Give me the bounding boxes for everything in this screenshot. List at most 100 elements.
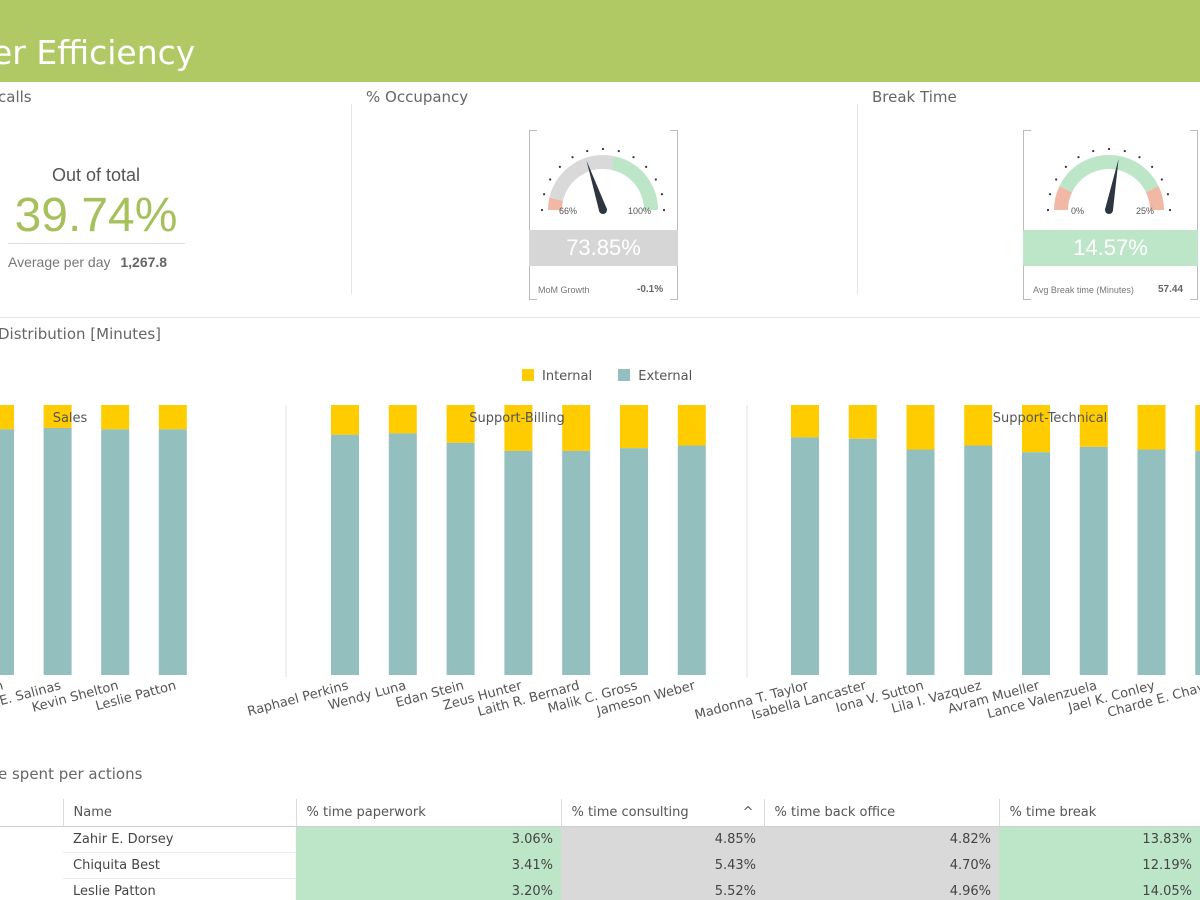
bar-internal[interactable] (101, 405, 130, 430)
bar-external[interactable] (620, 448, 648, 675)
group-label: Support-Billing (469, 411, 564, 426)
bar-external[interactable] (43, 427, 72, 675)
occupancy-gauge: 66% 100% 73.85% MoM Growth -0.1% (529, 130, 678, 302)
gauge-tick (1107, 147, 1111, 151)
bar-internal[interactable] (0, 405, 14, 430)
gauge-value-box: 73.85% (529, 230, 678, 266)
group-label: Sales (53, 411, 88, 426)
group-label: Support-Technical (993, 411, 1108, 426)
cell-backoffice: 4.82% (764, 826, 999, 852)
cell-break: 13.83% (999, 826, 1200, 852)
cell-backoffice: 4.70% (764, 852, 999, 878)
gauge-tick (549, 178, 552, 181)
cell-paperwork: 3.06% (296, 826, 561, 852)
bar-internal[interactable] (620, 405, 648, 449)
bar-external[interactable] (677, 445, 706, 676)
gauge-tick (1138, 156, 1141, 159)
gauge-tick (1168, 208, 1172, 212)
cell-consulting: 5.52% (561, 878, 764, 900)
gauge-footer-value: 57.44 (1158, 284, 1184, 295)
bar-external[interactable] (504, 450, 533, 675)
bar-external[interactable] (906, 449, 935, 675)
cell-backoffice: 4.96% (764, 878, 999, 900)
table-row[interactable]: Chiquita Best 3.41% 5.43% 4.70% 12.19% (0, 852, 1200, 879)
bar-external[interactable] (1195, 450, 1200, 675)
bar-external[interactable] (1022, 452, 1050, 675)
bar-internal[interactable] (158, 405, 187, 430)
bar-external[interactable] (158, 429, 187, 675)
gauge-zone-mid (1059, 155, 1159, 193)
table-row[interactable]: Leslie Patton 3.20% 5.52% 4.96% 14.05% (0, 878, 1200, 900)
kpi-separator (8, 243, 185, 244)
bar-internal[interactable] (964, 405, 993, 446)
bar-external[interactable] (964, 445, 993, 676)
bar-internal[interactable] (43, 405, 72, 428)
gauge-zone-high (610, 156, 658, 211)
chart-legend: Internal External (522, 369, 714, 384)
table-panel-title: e spent per actions (0, 765, 143, 783)
bar-external[interactable] (848, 438, 877, 675)
bar-internal[interactable] (1079, 405, 1108, 447)
gauge-dial (1046, 147, 1172, 214)
bar-external[interactable] (1079, 446, 1108, 675)
bar-internal[interactable] (331, 405, 359, 435)
column-header-backoffice[interactable]: % time back office (764, 799, 1000, 827)
bar-external[interactable] (562, 450, 591, 675)
bar-internal[interactable] (677, 405, 706, 446)
column-header-name[interactable]: Name (63, 799, 297, 827)
bar-internal[interactable] (1022, 405, 1050, 453)
bar-internal[interactable] (388, 405, 417, 434)
bar-internal[interactable] (562, 405, 591, 451)
bar-external[interactable] (388, 433, 417, 675)
gauge-needle-hub (599, 206, 607, 214)
bar-internal[interactable] (446, 405, 475, 443)
gauge-frame-right (670, 130, 678, 300)
bar-internal[interactable] (848, 405, 877, 439)
gauge-tick (1055, 178, 1058, 181)
gauge-tick (617, 149, 620, 153)
gauge-tick (1046, 208, 1050, 212)
sort-ascending-icon[interactable]: ^ (742, 804, 754, 820)
bar-internal[interactable] (1137, 405, 1166, 450)
bar-external[interactable] (446, 442, 475, 675)
column-header-consulting[interactable]: % time consulting ^ (561, 799, 765, 827)
gauge-tick (662, 208, 666, 212)
bar-external[interactable] (791, 437, 819, 675)
legend-item-internal[interactable]: Internal (522, 369, 592, 384)
chart-panel-title: Distribution [Minutes] (0, 325, 162, 343)
gauge-footer-label: Avg Break time (Minutes) (1033, 285, 1134, 295)
actions-table: Name % time paperwork % time consulting … (0, 799, 1200, 900)
kpi-value: 39.74% (14, 189, 178, 242)
gauge-max-label: 100% (628, 206, 652, 216)
gauge-tick (558, 165, 561, 168)
kpi-sub-label: Average per day (8, 254, 111, 270)
bar-internal[interactable] (791, 405, 819, 438)
bar-internal[interactable] (504, 405, 533, 451)
table-row[interactable]: Zahir E. Dorsey 3.06% 4.85% 4.82% 13.83% (0, 826, 1200, 853)
cell-break: 12.19% (999, 852, 1200, 878)
gauge-min-label: 66% (559, 206, 578, 216)
row-index-cell (0, 878, 63, 900)
gauge-tick (540, 208, 544, 212)
legend-swatch (522, 369, 534, 381)
column-header-paperwork[interactable]: % time paperwork (296, 799, 562, 827)
calls-panel-title: calls (0, 88, 32, 106)
kpi-sub-value: 1,267.8 (120, 254, 168, 270)
occupancy-panel-title: % Occupancy (366, 88, 469, 106)
gauge-tick (1123, 149, 1126, 153)
bar-external[interactable] (331, 434, 359, 675)
bar-external[interactable] (101, 429, 130, 675)
bar-external[interactable] (1137, 449, 1166, 675)
legend-item-external[interactable]: External (618, 369, 692, 384)
column-header-break[interactable]: % time break (999, 799, 1200, 827)
bar-external[interactable] (0, 429, 14, 675)
bar-internal[interactable] (906, 405, 935, 450)
dashboard-header: er Efficiency (0, 0, 1200, 82)
cell-name: Zahir E. Dorsey (63, 826, 296, 853)
gauge-tick (586, 149, 589, 153)
gauge-tick (1064, 165, 1067, 168)
gauge-max-label: 25% (1136, 206, 1155, 216)
row-index-cell (0, 852, 63, 878)
bar-internal[interactable] (1195, 405, 1200, 451)
